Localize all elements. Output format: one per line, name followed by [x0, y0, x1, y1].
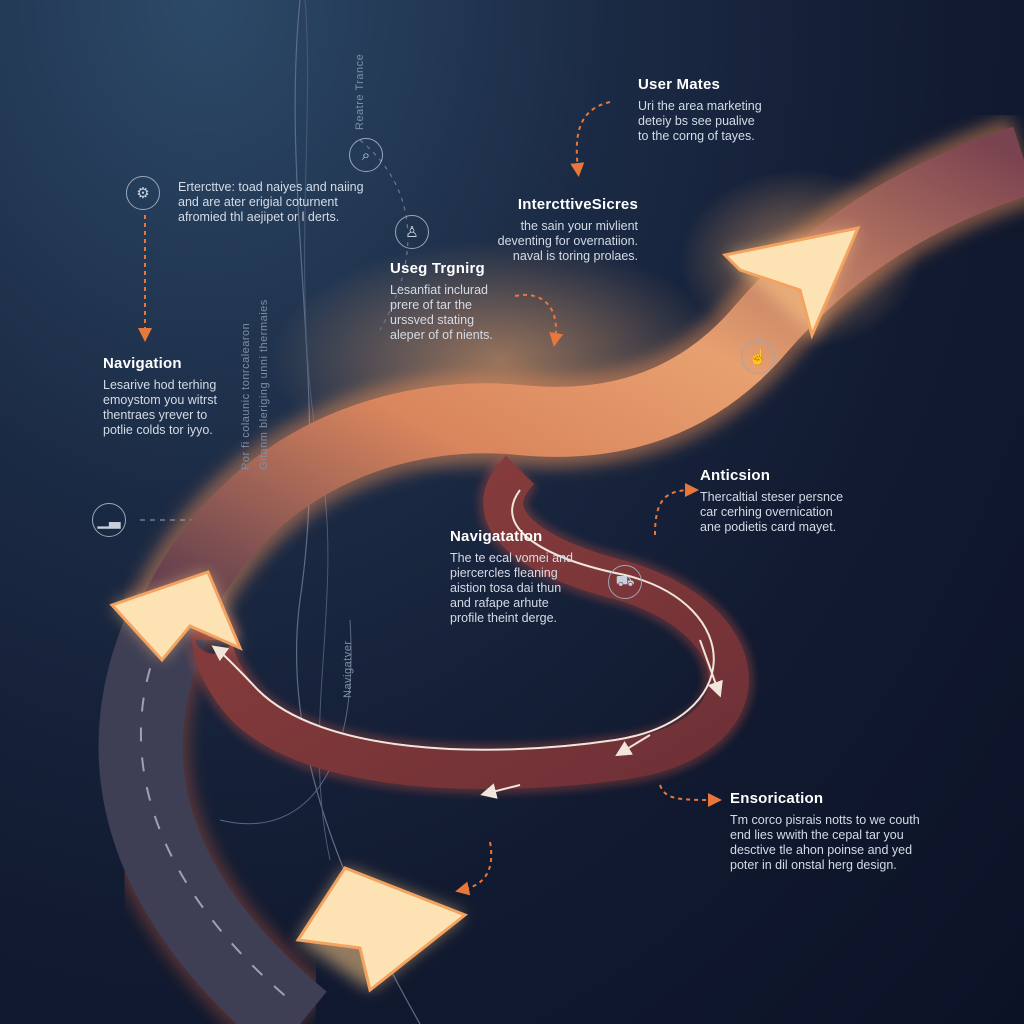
block-navigation-center-line-2: piercercles fleaning	[450, 566, 558, 580]
arrowhead-top-right	[721, 225, 861, 340]
block-anticsion-title: Anticsion	[700, 467, 771, 484]
lower-road	[98, 591, 327, 1024]
block-useg-trgning-line-3: urssved stating	[390, 313, 475, 327]
block-interactive-sicres-line-1: the sain your mivlient	[520, 219, 638, 233]
block-ensorication-line-1: Tm corco pisrais notts to we couth	[730, 813, 920, 827]
vertical-label-top: Reatre Trance	[354, 53, 366, 130]
connector-user-mates	[570, 101, 611, 177]
block-navigation-left: Navigation Lesarive hod terhing emoystom…	[103, 355, 243, 438]
block-navigation-left-line-4: potlie colds tor iyyo.	[103, 423, 213, 437]
block-useg-trgning-line-1: Lesanfiat inclurad	[390, 283, 488, 297]
arrowhead-bottom	[295, 866, 468, 993]
loop-flow-arrow-1	[699, 639, 723, 698]
main-road	[143, 126, 1024, 627]
block-anticsion: Anticsion Thercaltial steser persnce car…	[700, 467, 890, 535]
block-anticsion-line-2: car cerhing overnication	[700, 505, 833, 519]
block-interactive-sicres: IntercttiveSicres the sain your mivlient…	[478, 196, 638, 264]
gear-badge-icon: ⚙	[126, 176, 160, 210]
block-top-left: Ertercttve: toad naiyes and naiing and a…	[178, 180, 408, 225]
block-top-left-line-1: Ertercttve: toad naiyes and naiing	[178, 180, 364, 194]
block-user-mates-line-2: deteiy bs see pualive	[638, 114, 755, 128]
lower-road-lane	[140, 639, 291, 1001]
block-ensorication-line-3: desctive tle ahon poinse and yed	[730, 843, 913, 857]
block-anticsion-line-1: Thercaltial steser persnce	[700, 490, 844, 504]
block-interactive-sicres-title: IntercttiveSicres	[517, 196, 638, 213]
person-icon: ♙	[395, 215, 429, 249]
loop-inner-line	[211, 489, 715, 751]
vertical-label-mid2: Gitanm bleriging unni thermaies	[258, 299, 270, 470]
block-navigation-center-line-5: profile theint derge.	[450, 611, 558, 625]
block-navigation-center: Navigatation The te ecal vomei and pierc…	[450, 528, 590, 626]
block-interactive-sicres-line-2: deventing for overnatiion.	[497, 234, 638, 248]
arrowhead-left	[109, 570, 243, 663]
block-useg-trgning-title: Useg Trgnirg	[390, 260, 485, 277]
block-useg-trgning-line-2: prere of tar the	[390, 298, 472, 312]
connector-useg	[514, 293, 564, 347]
block-navigation-center-line-4: and rafape arhute	[450, 596, 549, 610]
loop-flow-arrow-3	[480, 783, 521, 799]
loop-road	[192, 455, 749, 790]
block-interactive-sicres-line-3: naval is toring prolaes.	[512, 249, 638, 263]
block-navigation-center-title: Navigatation	[450, 528, 543, 545]
vertical-label-bottom: Navigatver	[342, 640, 354, 698]
block-navigation-left-line-2: emoystom you witrst	[103, 393, 217, 407]
connector-ensorication	[659, 784, 722, 807]
block-ensorication-title: Ensorication	[730, 790, 824, 807]
block-navigation-left-line-1: Lesarive hod terhing	[103, 378, 217, 392]
connector-bottom	[455, 841, 493, 896]
block-navigation-left-line-3: thentraes yrever to	[103, 408, 208, 422]
block-navigation-center-line-3: aistion tosa dai thun	[450, 581, 562, 595]
block-navigation-center-line-1: The te ecal vomei and	[450, 551, 573, 565]
search-chart-icon: ⌕	[349, 138, 383, 172]
block-navigation-left-title: Navigation	[103, 355, 182, 372]
block-user-mates-line-1: Uri the area marketing	[638, 99, 762, 113]
block-user-mates-line-3: to the corng of tayes.	[638, 129, 755, 143]
block-anticsion-line-3: ane podietis card mayet.	[700, 520, 837, 534]
block-user-mates-title: User Mates	[638, 76, 721, 93]
loop-flow-arrow-2	[615, 734, 651, 757]
block-useg-trgning-line-4: aleper of of nients.	[390, 328, 493, 342]
block-top-left-line-2: and are ater erigial coturnent	[178, 195, 338, 209]
block-top-left-line-3: afromied thl aejipet or l derts.	[178, 210, 340, 224]
trend-chart-icon: ▁▃	[92, 503, 126, 537]
block-user-mates: User Mates Uri the area marketing deteiy…	[638, 76, 838, 144]
block-useg-trgning: Useg Trgnirg Lesanfiat inclurad prere of…	[390, 260, 530, 343]
bg-line-3	[219, 619, 352, 825]
hand-pointer-icon: ☝	[741, 340, 775, 374]
block-ensorication-line-2: end lies wwith the cepal tar you	[730, 828, 904, 842]
vehicle-icon: ⛟	[608, 565, 642, 599]
connector-anticsion	[654, 483, 699, 536]
block-ensorication: Ensorication Tm corco pisrais notts to w…	[730, 790, 960, 873]
block-ensorication-line-4: poter in dil onstal herg design.	[730, 858, 897, 872]
